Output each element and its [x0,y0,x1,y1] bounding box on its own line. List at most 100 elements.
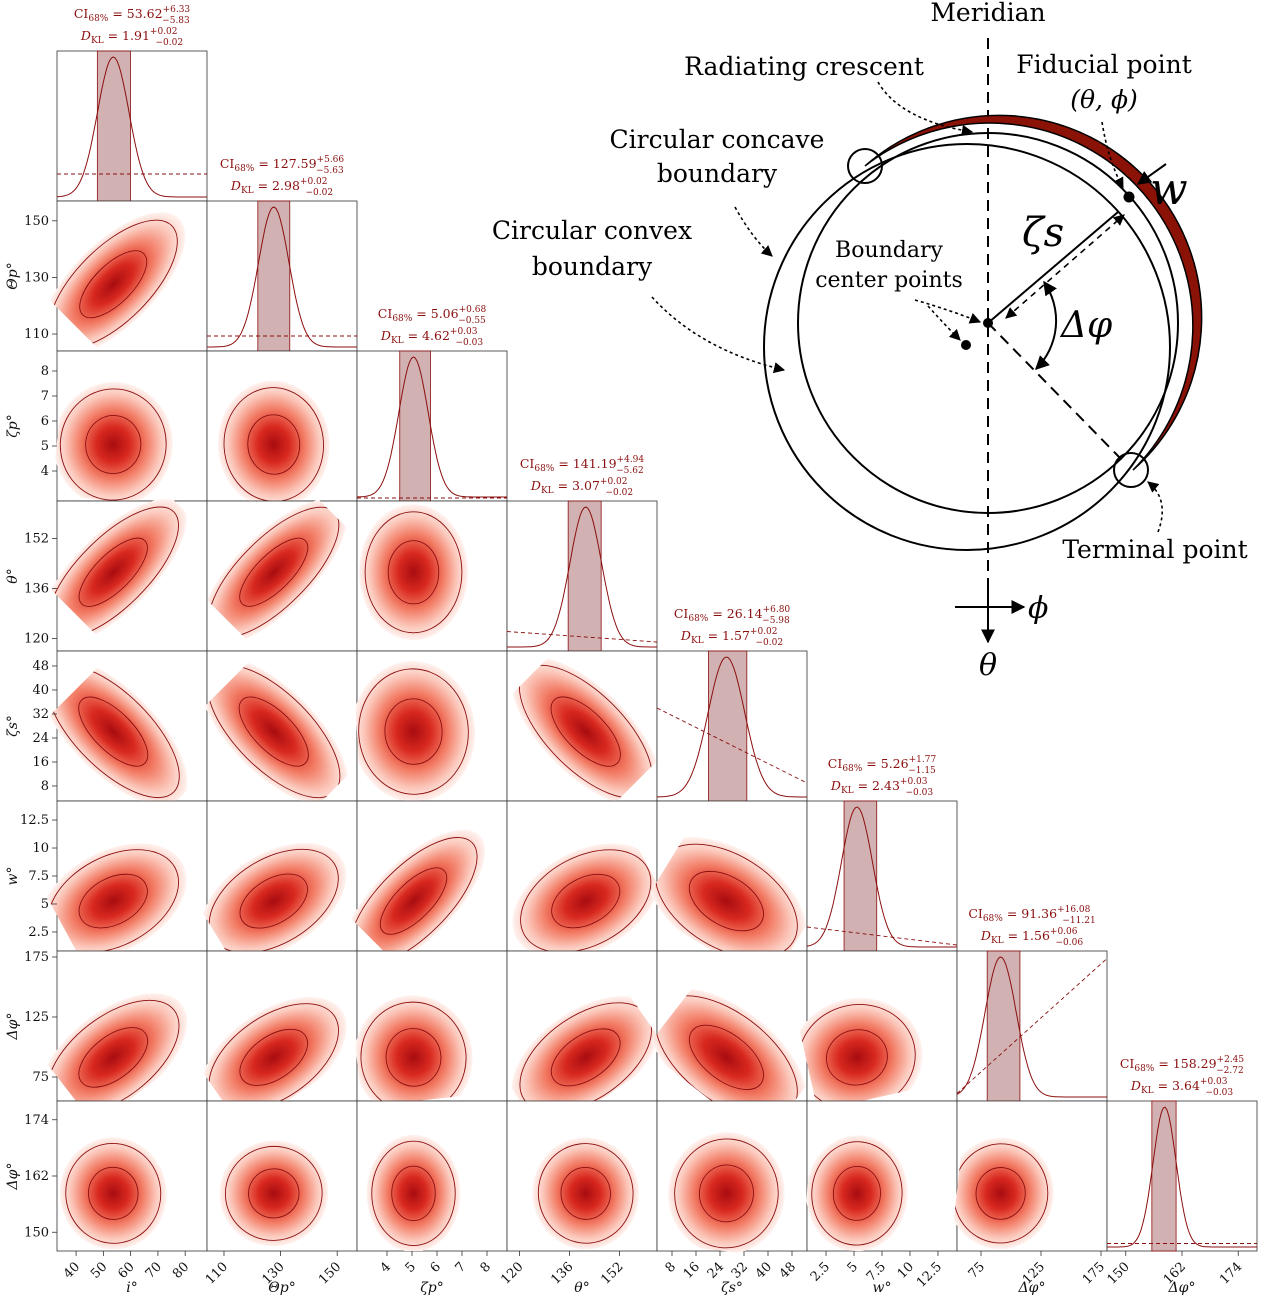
kde-fill [354,995,473,1107]
kde-density [806,1135,908,1252]
dkl-title: DKL = 1.91+0.02 −0.02 [80,27,183,48]
kde-fill [219,1140,329,1247]
contour-95 [811,1141,903,1246]
y-tick-label: 16 [32,755,49,770]
kde-fill [352,661,476,803]
y-axis-label: w° [5,867,21,886]
convex-pointer [651,296,786,374]
convex-center-point [961,340,971,350]
x-tick-label: 5 [845,1259,861,1275]
x-tick-label: 32 [729,1259,751,1281]
x-tick-label: 4 [378,1259,394,1275]
contour-68 [238,696,309,767]
contour-95 [520,849,652,953]
y-axis-label: Δφ° [5,1013,21,1041]
contour-68 [688,870,764,932]
boundary-diagram: Meridian Radiating crescent Fiducial poi… [492,0,1248,683]
dkl-title: DKL = 4.62+0.03 −0.03 [380,327,483,348]
y-tick-label: 150 [24,214,49,229]
concave-label-line1: Circular concave [610,125,825,154]
center-pointer-1 [914,299,982,324]
convex-label-line1: Circular convex [492,216,692,245]
x-tick-label: 48 [777,1259,799,1281]
x-tick-label: 5 [403,1259,419,1275]
joint-panel-5-4 [506,650,661,807]
joint-panel-5-1: 8 16 24 32 40 48 ζs° [5,650,208,806]
contour-95 [59,388,167,501]
joint-panel-7-2 [201,950,358,1118]
ci-title: CI68% = 141.19+4.94 −5.62 [520,455,645,476]
kde-density [219,1140,329,1247]
joint-panel-4-2 [200,499,358,652]
x-tick-label: 2.5 [808,1259,833,1284]
kde-density [39,657,188,806]
contour-95 [360,1001,467,1107]
joint-panel-6-3 [342,800,508,973]
convex-boundary-circle [763,143,1171,551]
joint-panel-7-4 [506,950,660,1119]
y-tick-label: 174 [24,1113,49,1128]
terminal-pointer [1147,481,1164,533]
x-tick-label: 12.5 [914,1259,945,1290]
kde-density [512,843,659,959]
contour-68 [560,1166,611,1220]
x-tick-label: 24 [705,1259,727,1281]
y-tick-label: 5 [41,897,49,912]
contour-95 [371,1140,456,1247]
x-tick-label: 70 [143,1259,165,1281]
concave-label-line2: boundary [657,159,778,188]
joint-panel-6-4 [506,800,659,959]
x-tick-label: 136 [548,1259,576,1287]
y-tick-label: 10 [32,841,49,856]
x-axis-label: Δφ° [1168,1280,1196,1296]
contour-95 [364,511,463,634]
y-tick-label: 40 [32,683,49,698]
dkl-title: DKL = 1.57+0.02 −0.02 [680,627,783,648]
x-tick-label: 8 [478,1259,494,1275]
meridian-label: Meridian [930,0,1045,27]
center-label-line1: Boundary [835,238,943,263]
kde-fill [200,499,347,646]
contour-68 [78,873,148,929]
y-axis-label: Θp° [5,262,21,289]
contour-68 [379,867,448,935]
ci-title: CI68% = 5.26+1.77 −1.15 [828,755,937,776]
ci-band [567,500,602,652]
x-tick-label: 8 [663,1259,679,1275]
y-axis-label: θ° [5,568,21,583]
kde-fill [59,1137,167,1250]
ci-band [257,200,291,352]
kde-fill [201,842,347,960]
contour-95 [674,1138,779,1249]
contour-68 [387,540,440,605]
kde-fill [53,382,173,507]
delta-phi-arc [1035,280,1058,370]
y-tick-label: 8 [41,779,49,794]
kde-fill [359,504,468,641]
y-tick-label: 75 [32,1070,49,1085]
x-axis-label: Δφ° [1018,1280,1046,1296]
center-pointer-2 [927,305,961,341]
radiating-crescent [864,114,1203,471]
dkl-title: DKL = 1.56+0.06 −0.06 [980,927,1083,948]
x-tick-label: 80 [170,1259,192,1281]
concave-boundary-circle [797,132,1179,514]
y-tick-label: 24 [32,731,49,746]
kde-fill [39,993,188,1122]
ci-title: CI68% = 91.36+16.08 −11.21 [968,905,1095,926]
joint-panel-7-1: 75 125 175 Δφ° [5,950,208,1122]
prior-curve [956,958,1108,1094]
y-tick-label: 6 [41,414,49,429]
y-axis-label: ζs° [5,715,21,737]
joint-panel-8-5: 8 16 24 32 40 48 ζs° [656,1100,808,1296]
panel-frame [1106,1100,1258,1252]
contour-68 [550,696,621,767]
kde-density [354,995,473,1107]
contour-68 [551,873,621,929]
ci-band [96,50,131,202]
posterior-curve [1107,1106,1257,1248]
crescent-label: Radiating crescent [684,52,924,81]
